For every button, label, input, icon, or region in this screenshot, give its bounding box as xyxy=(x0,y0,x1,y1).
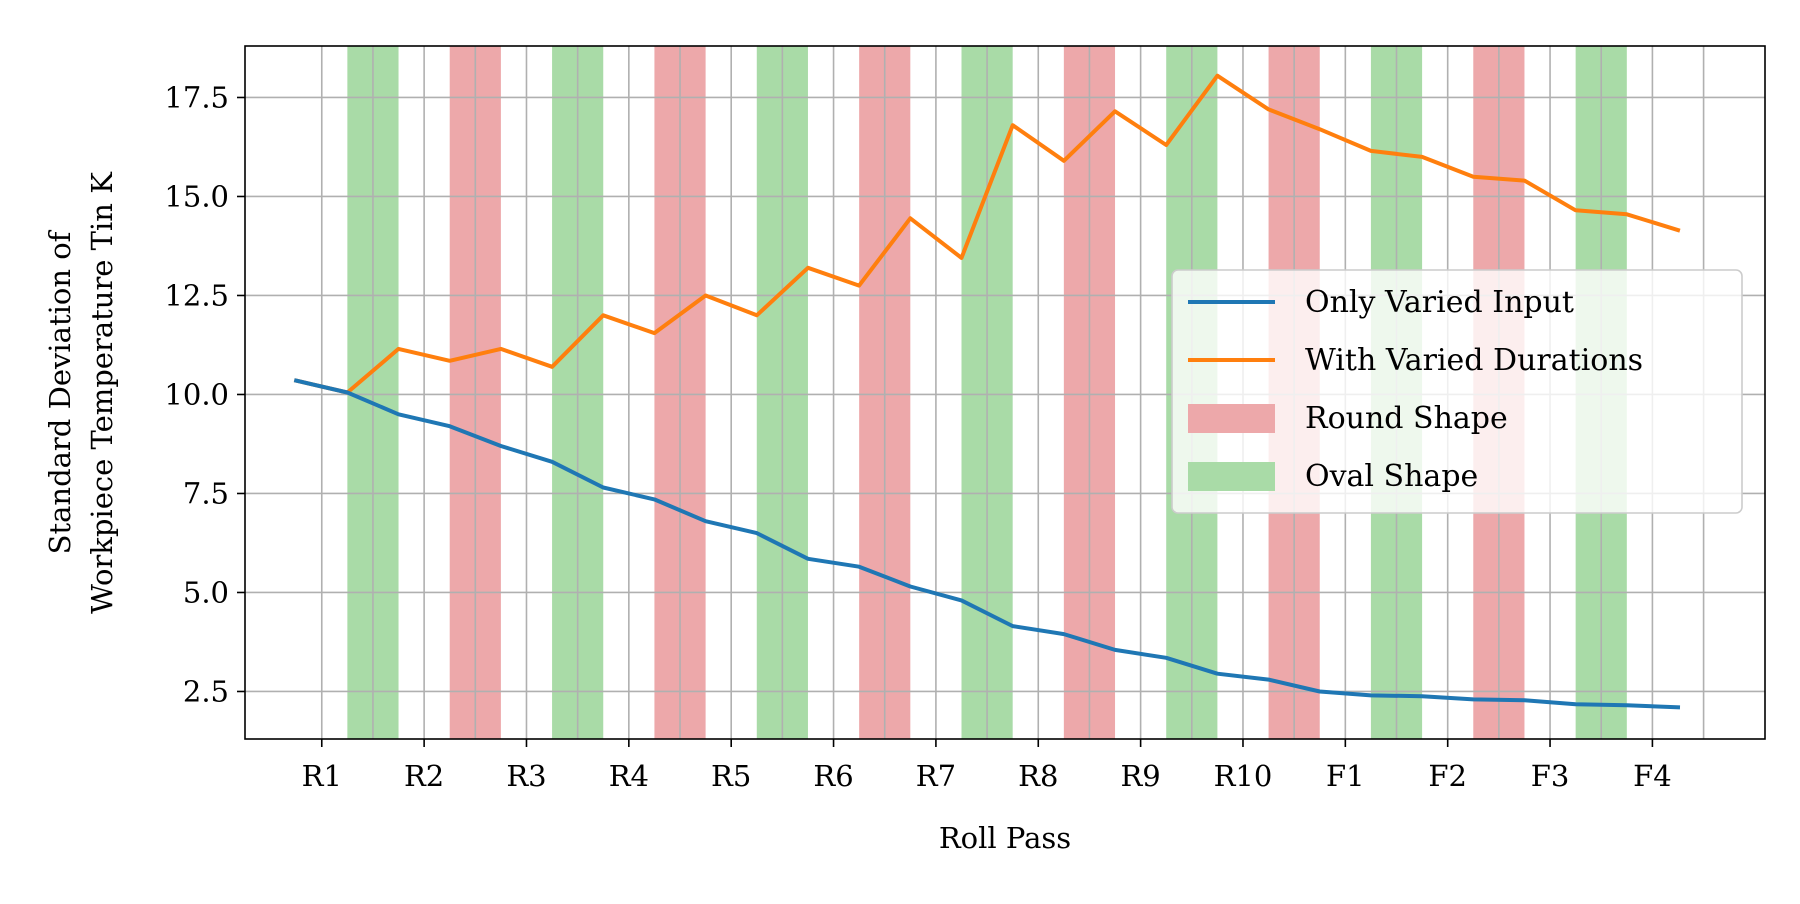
grid-lines xyxy=(245,46,1765,739)
x-tick-label: R1 xyxy=(302,759,342,793)
legend-box xyxy=(1171,269,1743,514)
legend-label: Oval Shape xyxy=(1305,459,1478,494)
x-tick-label: R7 xyxy=(916,759,956,793)
y-tick-label: 17.5 xyxy=(164,80,229,114)
x-tick-label: F3 xyxy=(1531,759,1570,793)
x-axis-label: Roll Pass xyxy=(939,821,1071,855)
legend-label: With Varied Durations xyxy=(1305,343,1643,378)
legend-label: Round Shape xyxy=(1305,401,1508,436)
series-line-with-varied-durations xyxy=(293,73,1681,395)
plot-frame xyxy=(244,45,1766,740)
series-lines xyxy=(293,73,1681,710)
y-axis-ticks: 2.5 5.0 7.5 10.0 12.5 15.0 17.5 xyxy=(164,80,245,708)
y-tick-label: 7.5 xyxy=(183,476,229,510)
x-tick-label: F4 xyxy=(1633,759,1672,793)
x-tick-label: R8 xyxy=(1018,759,1058,793)
legend-items: Only Varied Input With Varied Durations Ro… xyxy=(1188,285,1643,494)
x-tick-label: F1 xyxy=(1326,759,1365,793)
x-tick-label: R9 xyxy=(1120,759,1160,793)
x-tick-label: R6 xyxy=(813,759,853,793)
y-tick-label: 12.5 xyxy=(164,278,229,312)
y-tick-label: 2.5 xyxy=(183,674,229,708)
x-tick-label: R3 xyxy=(506,759,546,793)
x-tick-label: F2 xyxy=(1428,759,1467,793)
legend-swatch-patch xyxy=(1188,462,1275,491)
x-tick-label: R2 xyxy=(404,759,444,793)
y-tick-label: 15.0 xyxy=(164,179,229,213)
legend: Only Varied Input With Varied Durations Ro… xyxy=(1171,269,1743,514)
x-tick-label: R10 xyxy=(1214,759,1273,793)
legend-swatch-patch xyxy=(1188,404,1275,433)
y-tick-label: 10.0 xyxy=(164,377,229,411)
y-axis-label-line-1: Standard Deviation of xyxy=(43,229,77,554)
legend-label: Only Varied Input xyxy=(1305,285,1574,320)
series-line-only-varied-input xyxy=(293,378,1681,710)
x-tick-label: R4 xyxy=(609,759,649,793)
x-axis-ticks: R1 R2 R3 R4 R5 R6 R7 R8 R9 R10 F1 F2 F3 F4 xyxy=(302,739,1672,793)
x-tick-label: R5 xyxy=(711,759,751,793)
y-tick-label: 5.0 xyxy=(183,575,229,609)
y-axis-label-line-2: Workpiece Temperature Tin K xyxy=(85,171,119,614)
